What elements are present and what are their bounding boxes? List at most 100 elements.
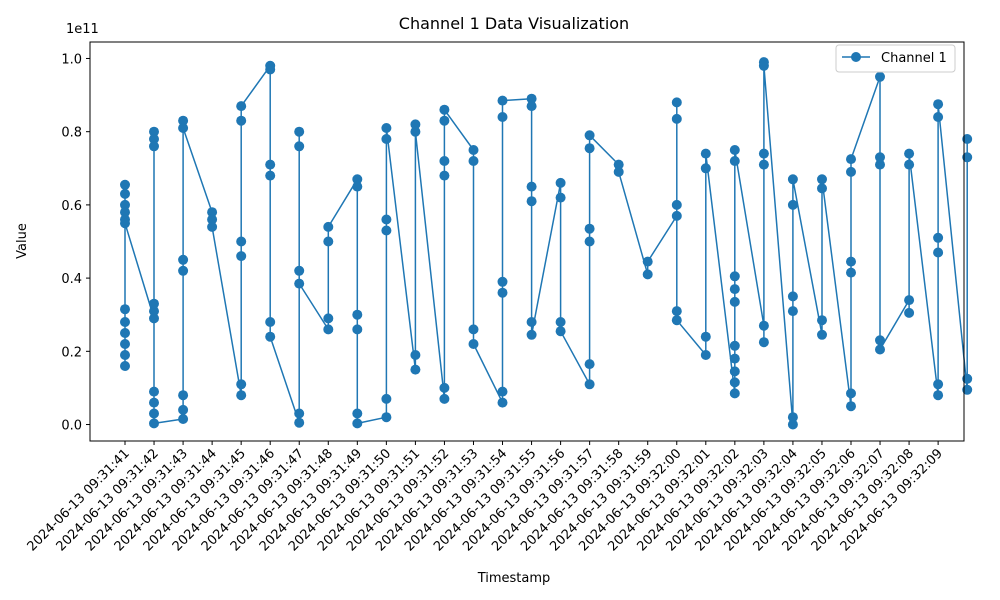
- data-point: [497, 276, 508, 287]
- data-point: [962, 384, 973, 395]
- data-point: [149, 313, 159, 324]
- data-point: [323, 313, 334, 324]
- data-point: [265, 317, 276, 327]
- data-point: [671, 113, 682, 124]
- data-point: [613, 166, 624, 177]
- data-point: [642, 256, 653, 267]
- data-point: [120, 328, 130, 338]
- data-point: [526, 317, 537, 327]
- legend-marker-swatch: [851, 52, 861, 62]
- data-point: [236, 115, 247, 126]
- data-point: [758, 320, 769, 331]
- data-point: [323, 221, 334, 232]
- data-point: [526, 101, 537, 112]
- data-point: [846, 154, 856, 165]
- y-tick-label: 0.6: [61, 199, 82, 214]
- data-point: [207, 221, 218, 232]
- data-point: [933, 247, 944, 258]
- data-point: [352, 309, 363, 320]
- data-point: [729, 353, 740, 364]
- data-point: [787, 291, 798, 302]
- data-point: [904, 295, 915, 306]
- data-point: [933, 112, 944, 122]
- legend-box: [835, 44, 956, 73]
- data-point: [904, 307, 915, 318]
- data-point: [700, 350, 711, 360]
- data-point: [555, 192, 566, 203]
- y-tick-label: 0.8: [61, 126, 82, 141]
- data-point: [149, 306, 159, 317]
- y-axis-scale-label: 1e11: [66, 22, 99, 37]
- data-point: [875, 71, 885, 82]
- data-point: [729, 271, 740, 282]
- data-point: [729, 284, 740, 295]
- data-point: [149, 397, 159, 408]
- data-point: [962, 373, 973, 384]
- data-point: [294, 408, 305, 419]
- y-tick-label: 0.0: [61, 419, 82, 434]
- data-point: [875, 344, 885, 355]
- data-point: [178, 390, 189, 401]
- data-point: [439, 104, 450, 115]
- data-point: [236, 236, 247, 247]
- data-point: [729, 156, 740, 166]
- data-point: [584, 130, 595, 141]
- data-point: [236, 101, 247, 112]
- data-point: [584, 236, 595, 247]
- data-point: [671, 210, 682, 221]
- data-point: [729, 388, 740, 399]
- data-point: [787, 174, 798, 185]
- data-point: [497, 112, 508, 122]
- data-point: [758, 337, 769, 348]
- data-point: [178, 254, 189, 265]
- data-point: [468, 339, 479, 349]
- x-axis-title: Timestamp: [477, 571, 551, 586]
- data-point: [381, 225, 392, 236]
- data-point: [439, 170, 450, 181]
- data-point: [700, 163, 711, 174]
- data-point: [178, 265, 189, 276]
- data-point: [729, 296, 740, 307]
- legend: Channel 1: [835, 44, 956, 73]
- data-point: [294, 278, 305, 289]
- data-point: [352, 408, 363, 419]
- data-point: [526, 181, 537, 192]
- data-point: [323, 324, 334, 335]
- legend-label: Channel 1: [881, 51, 947, 66]
- data-point: [236, 251, 247, 262]
- data-point: [352, 418, 363, 429]
- data-point: [149, 126, 159, 137]
- data-point: [178, 115, 189, 126]
- data-point: [120, 218, 130, 229]
- data-point: [671, 97, 682, 108]
- data-point: [294, 417, 305, 428]
- data-point: [846, 267, 856, 278]
- data-point: [265, 170, 276, 181]
- data-point: [120, 179, 130, 190]
- data-point: [846, 166, 856, 177]
- y-tick-label: 0.2: [61, 345, 82, 360]
- data-point: [671, 199, 682, 210]
- data-point: [846, 401, 856, 412]
- data-point: [526, 196, 537, 207]
- data-point: [584, 359, 595, 370]
- plot-area: [120, 57, 973, 430]
- data-point: [671, 306, 682, 317]
- data-point: [120, 361, 130, 371]
- data-point: [962, 152, 973, 163]
- data-point: [846, 388, 856, 399]
- data-point: [875, 152, 885, 163]
- data-point: [904, 159, 915, 170]
- data-point: [149, 408, 159, 419]
- data-point: [294, 141, 305, 152]
- data-point: [265, 331, 276, 342]
- data-point: [962, 134, 973, 144]
- data-point: [149, 418, 159, 429]
- data-point: [584, 143, 595, 154]
- data-point: [352, 324, 363, 335]
- data-point: [875, 159, 885, 170]
- data-point: [787, 412, 798, 423]
- data-point: [149, 141, 159, 152]
- data-point: [207, 214, 218, 225]
- data-point: [700, 331, 711, 342]
